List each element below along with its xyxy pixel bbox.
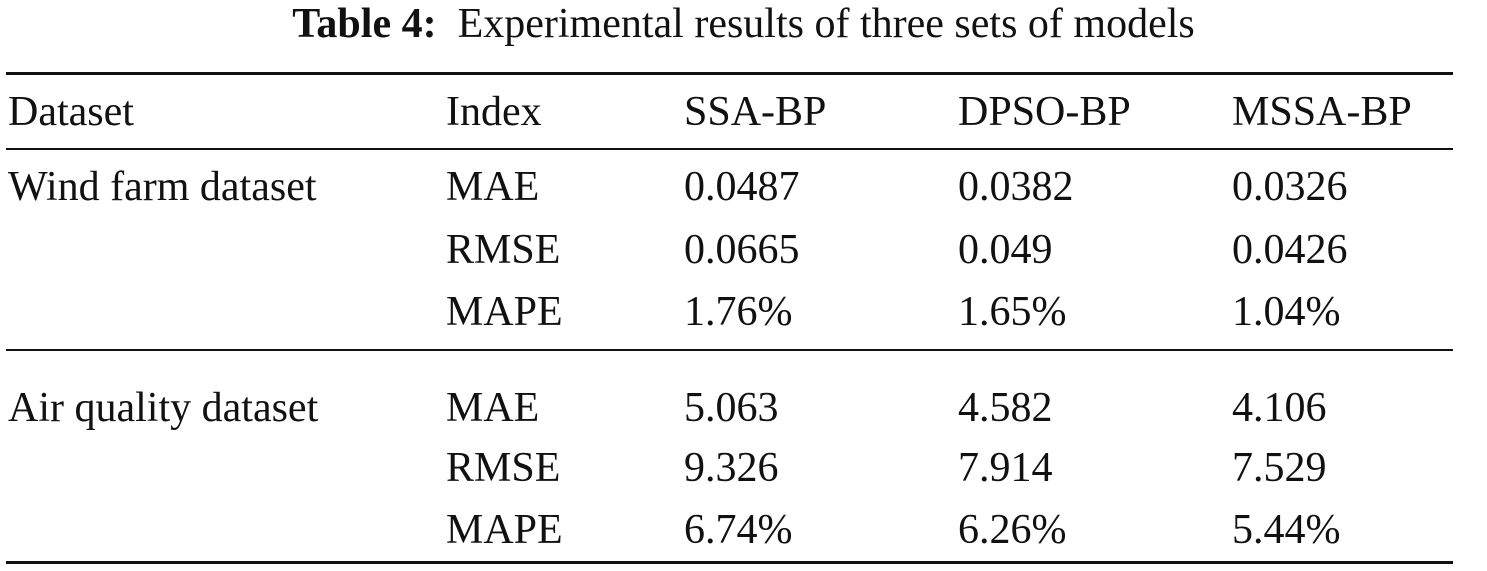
- table-caption-text: Experimental results of three sets of mo…: [457, 1, 1195, 47]
- table-cell: 6.26%: [958, 507, 1067, 553]
- table-cell: 1.04%: [1232, 289, 1341, 335]
- table-header-rule: [6, 148, 1453, 150]
- table-group-rule: [6, 349, 1453, 351]
- column-header-index: Index: [446, 89, 542, 135]
- table-cell: 5.063: [684, 385, 779, 431]
- table-cell: 1.65%: [958, 289, 1067, 335]
- table-top-rule: [6, 72, 1453, 75]
- column-header-dataset: Dataset: [8, 89, 134, 135]
- table-cell: 0.0326: [1232, 164, 1348, 210]
- table-cell: 6.74%: [684, 507, 793, 553]
- index-label: RMSE: [446, 445, 561, 491]
- table-cell: 9.326: [684, 445, 779, 491]
- table-cell: 0.0487: [684, 164, 800, 210]
- table-cell: 7.529: [1232, 445, 1327, 491]
- table-cell: 1.76%: [684, 289, 793, 335]
- table-caption: Table 4: Experimental results of three s…: [0, 0, 1487, 48]
- table-caption-label: Table 4:: [292, 1, 437, 47]
- table-cell: 0.0426: [1232, 227, 1348, 273]
- column-header-mssa-bp: MSSA-BP: [1232, 89, 1412, 135]
- table-cell: 7.914: [958, 445, 1053, 491]
- table-cell: 0.0665: [684, 227, 800, 273]
- table-cell: 4.582: [958, 385, 1053, 431]
- table-cell: 5.44%: [1232, 507, 1341, 553]
- index-label: MAE: [446, 385, 540, 431]
- dataset-name: Wind farm dataset: [8, 164, 317, 210]
- table-cell: 4.106: [1232, 385, 1327, 431]
- index-label: MAPE: [446, 289, 563, 335]
- index-label: MAE: [446, 164, 540, 210]
- index-label: MAPE: [446, 507, 563, 553]
- table-bottom-rule: [6, 561, 1453, 564]
- dataset-name: Air quality dataset: [8, 385, 319, 431]
- column-header-ssa-bp: SSA-BP: [684, 89, 827, 135]
- table-cell: 0.0382: [958, 164, 1074, 210]
- table-cell: 0.049: [958, 227, 1053, 273]
- index-label: RMSE: [446, 227, 561, 273]
- column-header-dpso-bp: DPSO-BP: [958, 89, 1131, 135]
